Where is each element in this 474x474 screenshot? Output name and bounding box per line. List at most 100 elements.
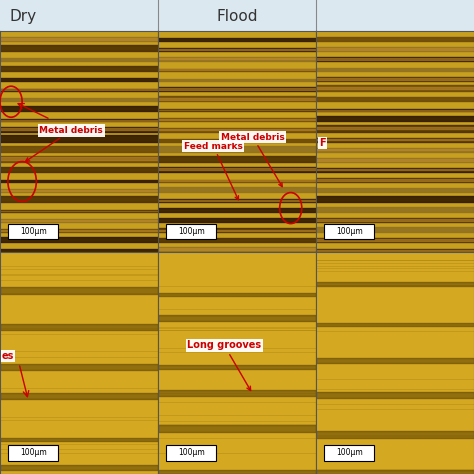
Text: Feed marks: Feed marks [184, 142, 243, 200]
Bar [316, 139, 474, 140]
Bar [316, 77, 474, 81]
Bar [158, 180, 316, 181]
Bar [158, 88, 316, 90]
Bar [158, 391, 316, 396]
Bar [158, 118, 316, 121]
Bar [316, 470, 474, 474]
Bar [316, 58, 474, 60]
Bar [158, 365, 316, 369]
Bar [158, 238, 316, 242]
Bar [0, 210, 158, 212]
Bar [0, 120, 158, 121]
Bar [0, 465, 158, 470]
Text: Metal debris: Metal debris [221, 133, 285, 187]
Bar [158, 139, 316, 142]
Bar [0, 220, 158, 221]
Bar [316, 138, 474, 142]
Bar [0, 229, 158, 232]
Text: 100μm: 100μm [178, 448, 205, 457]
FancyBboxPatch shape [8, 445, 58, 461]
Bar [0, 393, 158, 399]
Bar [158, 146, 316, 152]
Bar [316, 98, 474, 101]
FancyBboxPatch shape [324, 224, 374, 239]
Bar [158, 168, 316, 170]
FancyBboxPatch shape [166, 445, 217, 461]
Bar [316, 149, 474, 150]
Bar [158, 156, 316, 162]
Bar [0, 58, 158, 61]
Bar [0, 155, 158, 162]
Bar [158, 246, 316, 252]
Bar [316, 237, 474, 242]
Bar [316, 48, 474, 50]
Bar [158, 109, 316, 110]
Bar [0, 190, 158, 191]
Bar [316, 227, 474, 232]
Bar [158, 38, 316, 41]
Bar [158, 167, 316, 172]
Bar [158, 180, 316, 182]
Text: Long grooves: Long grooves [187, 340, 262, 391]
Bar [0, 237, 158, 242]
Bar [0, 324, 158, 330]
Bar [158, 98, 316, 100]
Bar [0, 128, 158, 130]
Bar [158, 129, 316, 130]
Bar [0, 365, 158, 370]
Bar [316, 188, 474, 192]
Bar [316, 126, 474, 132]
Bar [0, 90, 158, 91]
Bar [316, 85, 474, 91]
Text: 100μm: 100μm [336, 227, 363, 236]
Bar [0, 210, 158, 211]
Bar [0, 438, 158, 441]
Bar [158, 248, 316, 250]
Bar [158, 58, 316, 59]
Bar [0, 37, 158, 41]
Bar [0, 66, 158, 71]
FancyBboxPatch shape [8, 224, 58, 239]
Bar [158, 200, 316, 201]
Bar [0, 219, 158, 222]
Bar [158, 199, 316, 202]
Bar [316, 117, 474, 121]
Bar [316, 196, 474, 202]
Bar [158, 425, 316, 432]
Bar [0, 146, 158, 152]
Bar [316, 87, 474, 89]
Bar [0, 189, 158, 192]
Bar [316, 109, 474, 111]
Text: Metal debris: Metal debris [26, 126, 103, 161]
Bar [316, 159, 474, 161]
Text: 100μm: 100μm [20, 448, 46, 457]
Text: F: F [319, 138, 326, 148]
Bar [0, 196, 158, 202]
Bar [0, 89, 158, 91]
Text: 100μm: 100μm [336, 448, 363, 457]
Bar [316, 148, 474, 152]
Bar [316, 47, 474, 51]
Bar [316, 78, 474, 80]
Bar [316, 431, 474, 438]
Bar [316, 128, 474, 129]
Bar [316, 168, 474, 172]
Bar [158, 96, 316, 101]
Bar [158, 69, 316, 71]
Bar [158, 79, 316, 81]
FancyBboxPatch shape [324, 445, 374, 461]
Bar [0, 38, 158, 39]
Bar [316, 250, 474, 251]
Bar [158, 56, 316, 61]
Text: Dry: Dry [9, 9, 36, 25]
Bar [158, 187, 316, 192]
Bar [158, 48, 316, 51]
Bar [0, 230, 158, 231]
Bar [158, 470, 316, 474]
Bar [316, 249, 474, 252]
Bar [158, 49, 316, 50]
Text: Flood: Flood [216, 9, 258, 25]
Bar [0, 157, 158, 160]
FancyBboxPatch shape [166, 224, 217, 239]
Bar [316, 68, 474, 71]
